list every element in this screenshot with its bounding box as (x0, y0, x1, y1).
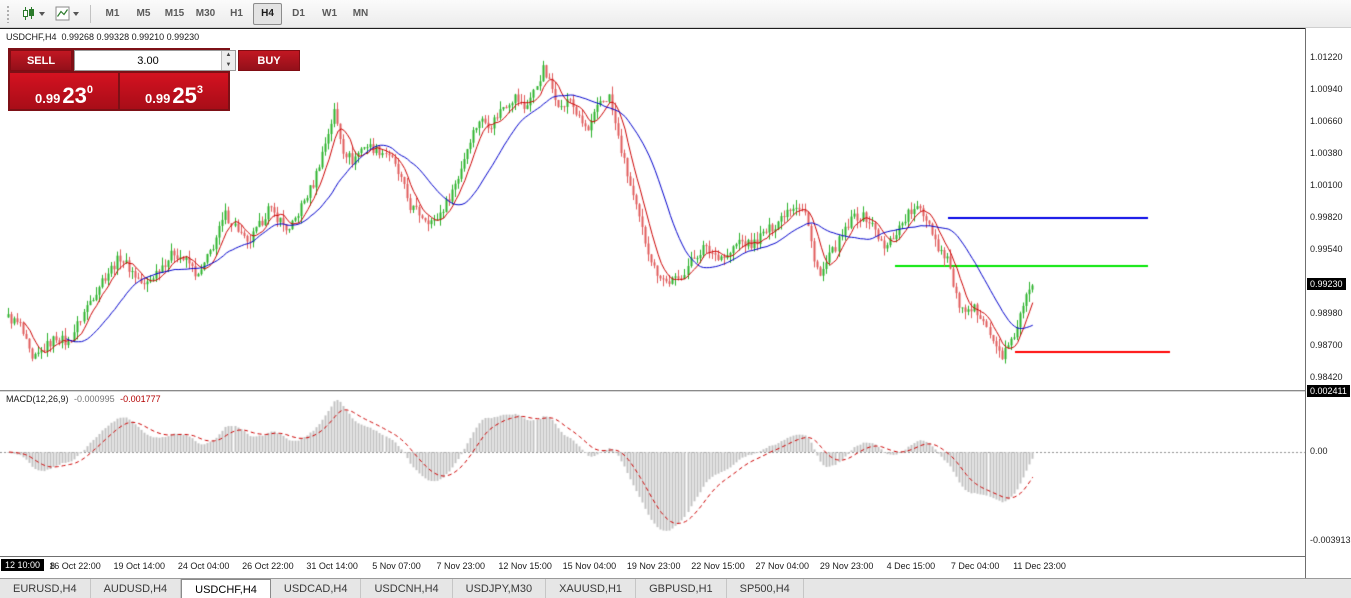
time-axis[interactable]: 12 10:00 8 16 Oct 22:00 19 Oct 14:00 24 Oc… (0, 556, 1305, 578)
buy-button[interactable]: BUY (238, 50, 300, 71)
chart-profile-button[interactable] (50, 2, 84, 26)
price-axis-label: 0.98700 (1310, 340, 1343, 350)
timeframe-button-m15[interactable]: M15 (164, 7, 185, 19)
timeframe-button-d1[interactable]: D1 (292, 7, 305, 19)
sell-price-pips: 23 (62, 83, 87, 108)
volume-up-button[interactable]: ▲ (222, 51, 235, 61)
timeframe-button-mn[interactable]: MN (352, 7, 369, 19)
chart-tab-eurusd[interactable]: EURUSD,H4 (0, 579, 91, 598)
time-axis-label: 7 Dec 04:00 (950, 561, 1000, 571)
time-axis-label: 24 Oct 04:00 (177, 561, 230, 571)
price-axis-label: 1.00940 (1310, 84, 1343, 94)
chart-tab-audusd[interactable]: AUDUSD,H4 (91, 579, 182, 598)
time-axis-label: 5 Nov 07:00 (372, 561, 421, 571)
top-toolbar: M1 M5 M15 M30 H1 H4 D1 W1 MN (0, 0, 1351, 28)
time-axis-label: 29 Nov 23:00 (819, 561, 874, 571)
chart-window: USDCHF,H4 0.99268 0.99328 0.99210 0.9923… (0, 28, 1351, 578)
volume-input[interactable] (75, 51, 221, 70)
chart-window-border (0, 28, 1351, 29)
macd-signal-value: -0.001777 (120, 394, 161, 404)
chart-tab-sp500[interactable]: SP500,H4 (727, 579, 804, 598)
chart-tab-xauusd[interactable]: XAUUSD,H1 (546, 579, 637, 598)
timeframe-button-m1[interactable]: M1 (105, 7, 120, 19)
time-axis-label: 15 Nov 04:00 (562, 561, 617, 571)
time-axis-label-partial: 8 (50, 561, 56, 571)
buy-price-point: 3 (196, 84, 203, 96)
time-axis-label: 22 Nov 15:00 (691, 561, 745, 571)
price-axis-label: 0.99820 (1310, 212, 1343, 222)
sell-price-point: 0 (86, 84, 93, 96)
price-axis-label: 0.98980 (1310, 308, 1343, 318)
price-axis-label: 1.00660 (1310, 116, 1343, 126)
macd-pane: MACD(12,26,9) -0.000995 -0.001777 (0, 392, 1305, 556)
price-axis-label: 1.01220 (1310, 52, 1343, 62)
buy-price-base: 0.99 (145, 91, 171, 106)
timeframe-button-h1[interactable]: H1 (230, 7, 243, 19)
timeframe-button-m30[interactable]: M30 (195, 7, 216, 19)
pane-divider[interactable] (0, 390, 1305, 392)
sell-button[interactable]: SELL (10, 50, 72, 71)
sell-price-base: 0.99 (35, 91, 61, 106)
time-axis-label: 11 Dec 23:00 (1013, 561, 1066, 571)
price-axis-label: 1.00380 (1310, 148, 1343, 158)
time-axis-label: 12 Nov 15:00 (498, 561, 552, 571)
buy-price-pips: 25 (172, 83, 197, 108)
time-axis-label: 19 Nov 23:00 (626, 561, 681, 571)
price-axis-label: 0.99540 (1310, 244, 1343, 254)
time-axis-label: 31 Oct 14:00 (306, 561, 358, 571)
price-scale[interactable]: 0.99230 0.002411 0.00 -0.003913 1.01220 1… (1305, 28, 1351, 578)
macd-readout: MACD(12,26,9) -0.000995 -0.001777 (6, 394, 161, 404)
chart-tab-gbpusd[interactable]: GBPUSD,H1 (636, 579, 727, 598)
timeframe-button-h4[interactable]: H4 (253, 2, 282, 25)
chart-tab-usdjpy[interactable]: USDJPY,M30 (453, 579, 547, 598)
toolbar-separator (90, 4, 91, 23)
chart-type-button[interactable] (16, 2, 50, 26)
price-axis-label: 0.98420 (1310, 372, 1343, 382)
price-pane: USDCHF,H4 0.99268 0.99328 0.99210 0.9923… (0, 29, 1305, 390)
macd-value: -0.000995 (74, 394, 115, 404)
timeframe-button-m5[interactable]: M5 (136, 7, 151, 19)
time-axis-label: 27 Nov 04:00 (755, 561, 810, 571)
chevron-down-icon (73, 11, 79, 16)
buy-price-button[interactable]: 0.99 25 3 (120, 73, 228, 109)
one-click-trading-panel: SELL ▲ ▼ BUY 0.99 23 0 0.99 (8, 48, 300, 111)
timeframe-group: M1 M5 M15 M30 H1 H4 D1 W1 MN (97, 2, 376, 25)
time-axis-label: 16 Oct 22:00 (49, 561, 101, 571)
chevron-down-icon (39, 11, 45, 16)
chart-tab-usdcad[interactable]: USDCAD,H4 (271, 579, 362, 598)
symbol-ohlc-readout: USDCHF,H4 0.99268 0.99328 0.99210 0.9923… (6, 32, 200, 42)
macd-scale-badge: 0.002411 (1307, 385, 1350, 397)
toolbar-grip-handle[interactable] (6, 4, 11, 23)
chart-tabs-bar: EURUSD,H4 AUDUSD,H4 USDCHF,H4 USDCAD,H4 USDC… (0, 578, 1351, 598)
price-axis-label: 1.00100 (1310, 180, 1343, 190)
time-axis-label: 4 Dec 15:00 (886, 561, 936, 571)
line-chart-icon (55, 6, 70, 21)
time-axis-label: 26 Oct 22:00 (242, 561, 294, 571)
volume-down-button[interactable]: ▼ (222, 60, 235, 70)
macd-indicator-canvas[interactable] (0, 392, 1305, 556)
timeframe-button-w1[interactable]: W1 (322, 7, 337, 19)
crosshair-time-badge: 12 10:00 (1, 559, 45, 571)
chart-tab-usdcnh[interactable]: USDCNH,H4 (361, 579, 453, 598)
macd-zero-label: 0.00 (1310, 446, 1328, 456)
time-axis-label: 19 Oct 14:00 (113, 561, 166, 571)
volume-stepper: ▲ ▼ (74, 50, 236, 71)
macd-name: MACD(12,26,9) (6, 394, 69, 404)
current-price-badge: 0.99230 (1307, 278, 1346, 291)
macd-min-label: -0.003913 (1310, 535, 1351, 545)
time-axis-label: 7 Nov 23:00 (436, 561, 486, 571)
sell-price-button[interactable]: 0.99 23 0 (10, 73, 118, 109)
candlestick-chart-icon (23, 7, 34, 20)
chart-tab-usdchf[interactable]: USDCHF,H4 (181, 579, 271, 598)
